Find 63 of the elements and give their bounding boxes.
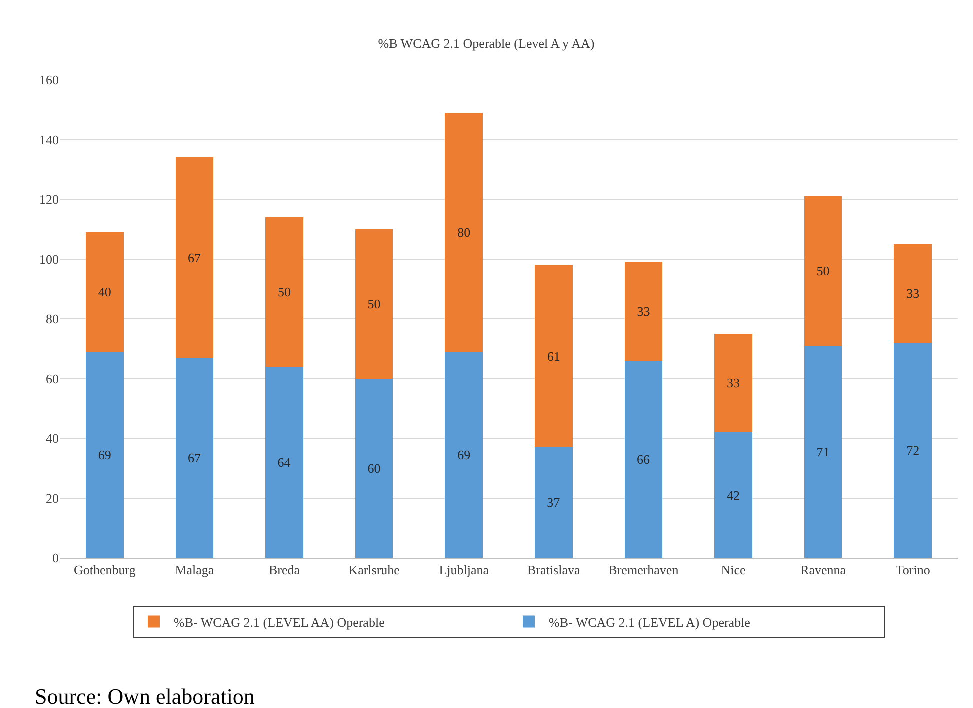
y-tick-label: 40: [46, 431, 59, 446]
x-tick-label: Breda: [268, 562, 300, 578]
data-label: 37: [547, 495, 561, 510]
data-label: 60: [368, 460, 381, 476]
x-tick-label: Nice: [721, 562, 746, 578]
data-label: 66: [636, 452, 650, 467]
bar: [804, 346, 842, 558]
y-tick-label: 100: [40, 252, 59, 267]
chart-title: %B WCAG 2.1 Operable (Level A y AA): [378, 36, 595, 52]
source-note: Source: Own elaboration: [35, 684, 255, 708]
data-label: 69: [98, 447, 112, 462]
data-label: 33: [727, 376, 740, 391]
bar: [714, 432, 752, 558]
bar: [535, 447, 573, 558]
data-label: 33: [637, 304, 650, 320]
data-label: 71: [816, 444, 830, 460]
data-label: 40: [98, 284, 112, 300]
bar: [86, 352, 124, 558]
y-tick-label: 140: [40, 132, 59, 148]
x-tick-label: Ravenna: [800, 562, 846, 578]
y-tick-label: 160: [40, 72, 59, 88]
data-label: 42: [727, 488, 740, 503]
data-label: 72: [906, 442, 920, 458]
data-label: 64: [278, 454, 292, 470]
x-tick-label: Karlsruhe: [348, 562, 400, 578]
data-label: 69: [458, 447, 471, 462]
bar: [624, 262, 663, 361]
bar: [176, 358, 214, 558]
bar: [355, 378, 394, 558]
x-tick-label: Bremerhaven: [608, 562, 680, 578]
y-tick-label: 120: [40, 192, 59, 208]
bar: [445, 112, 483, 352]
y-tick-label: 60: [46, 371, 59, 386]
bar: [266, 366, 304, 558]
x-tick-label: Gothenburg: [74, 562, 136, 578]
legend-label: %B- WCAG 2.1 (LEVEL AA) Operable: [174, 614, 386, 630]
bar: [445, 352, 483, 558]
bar: [624, 360, 663, 558]
y-tick-label: 0: [52, 550, 59, 566]
y-tick-label: 20: [46, 490, 59, 506]
data-label: 67: [188, 250, 202, 266]
data-label: 67: [188, 450, 202, 466]
bar: [894, 342, 932, 558]
x-tick-label: Ljubljana: [439, 562, 490, 578]
y-tick-label: 80: [46, 312, 59, 327]
bar: [86, 232, 124, 352]
legend-label: %B- WCAG 2.1 (LEVEL A) Operable: [549, 614, 751, 630]
data-label: 61: [547, 348, 560, 364]
data-label: 50: [816, 264, 830, 279]
bar: [894, 244, 932, 343]
data-label: 50: [278, 284, 291, 300]
x-tick-label: Malaga: [175, 562, 214, 578]
data-label: 50: [368, 296, 381, 312]
bar: [266, 217, 304, 367]
bar: [535, 265, 573, 448]
data-label: 33: [906, 286, 920, 302]
data-label: 80: [458, 224, 471, 240]
x-tick-label: Torino: [896, 562, 930, 578]
bar: [714, 334, 752, 433]
bar: [355, 229, 394, 379]
x-tick-label: Bratislava: [528, 562, 580, 578]
bar: [804, 196, 842, 346]
bar: [176, 158, 214, 358]
